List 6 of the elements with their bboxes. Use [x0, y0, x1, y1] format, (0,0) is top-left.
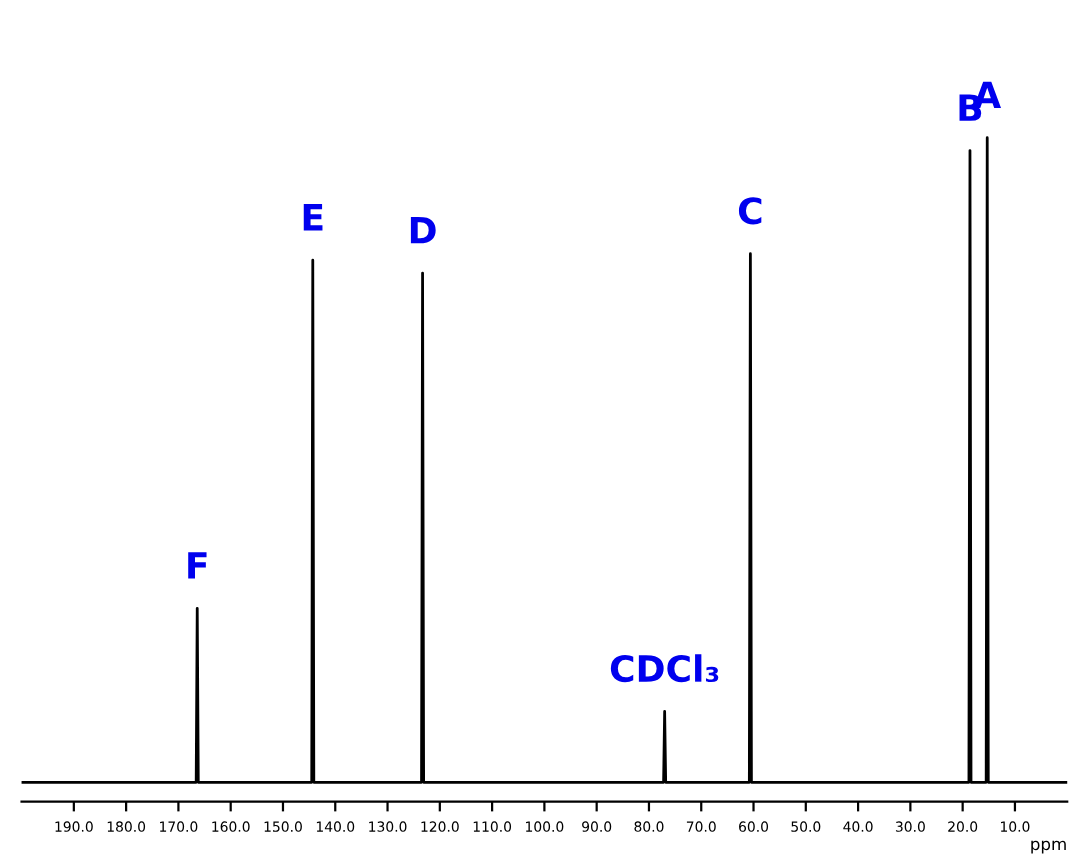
annotation: C: [738, 197, 762, 225]
annotation: E: [303, 204, 323, 231]
annotation: CDCl₃: [610, 654, 719, 683]
x-axis-title: ppm: [1031, 840, 1066, 854]
annotation: F: [188, 552, 207, 579]
annotation: D: [410, 217, 436, 244]
